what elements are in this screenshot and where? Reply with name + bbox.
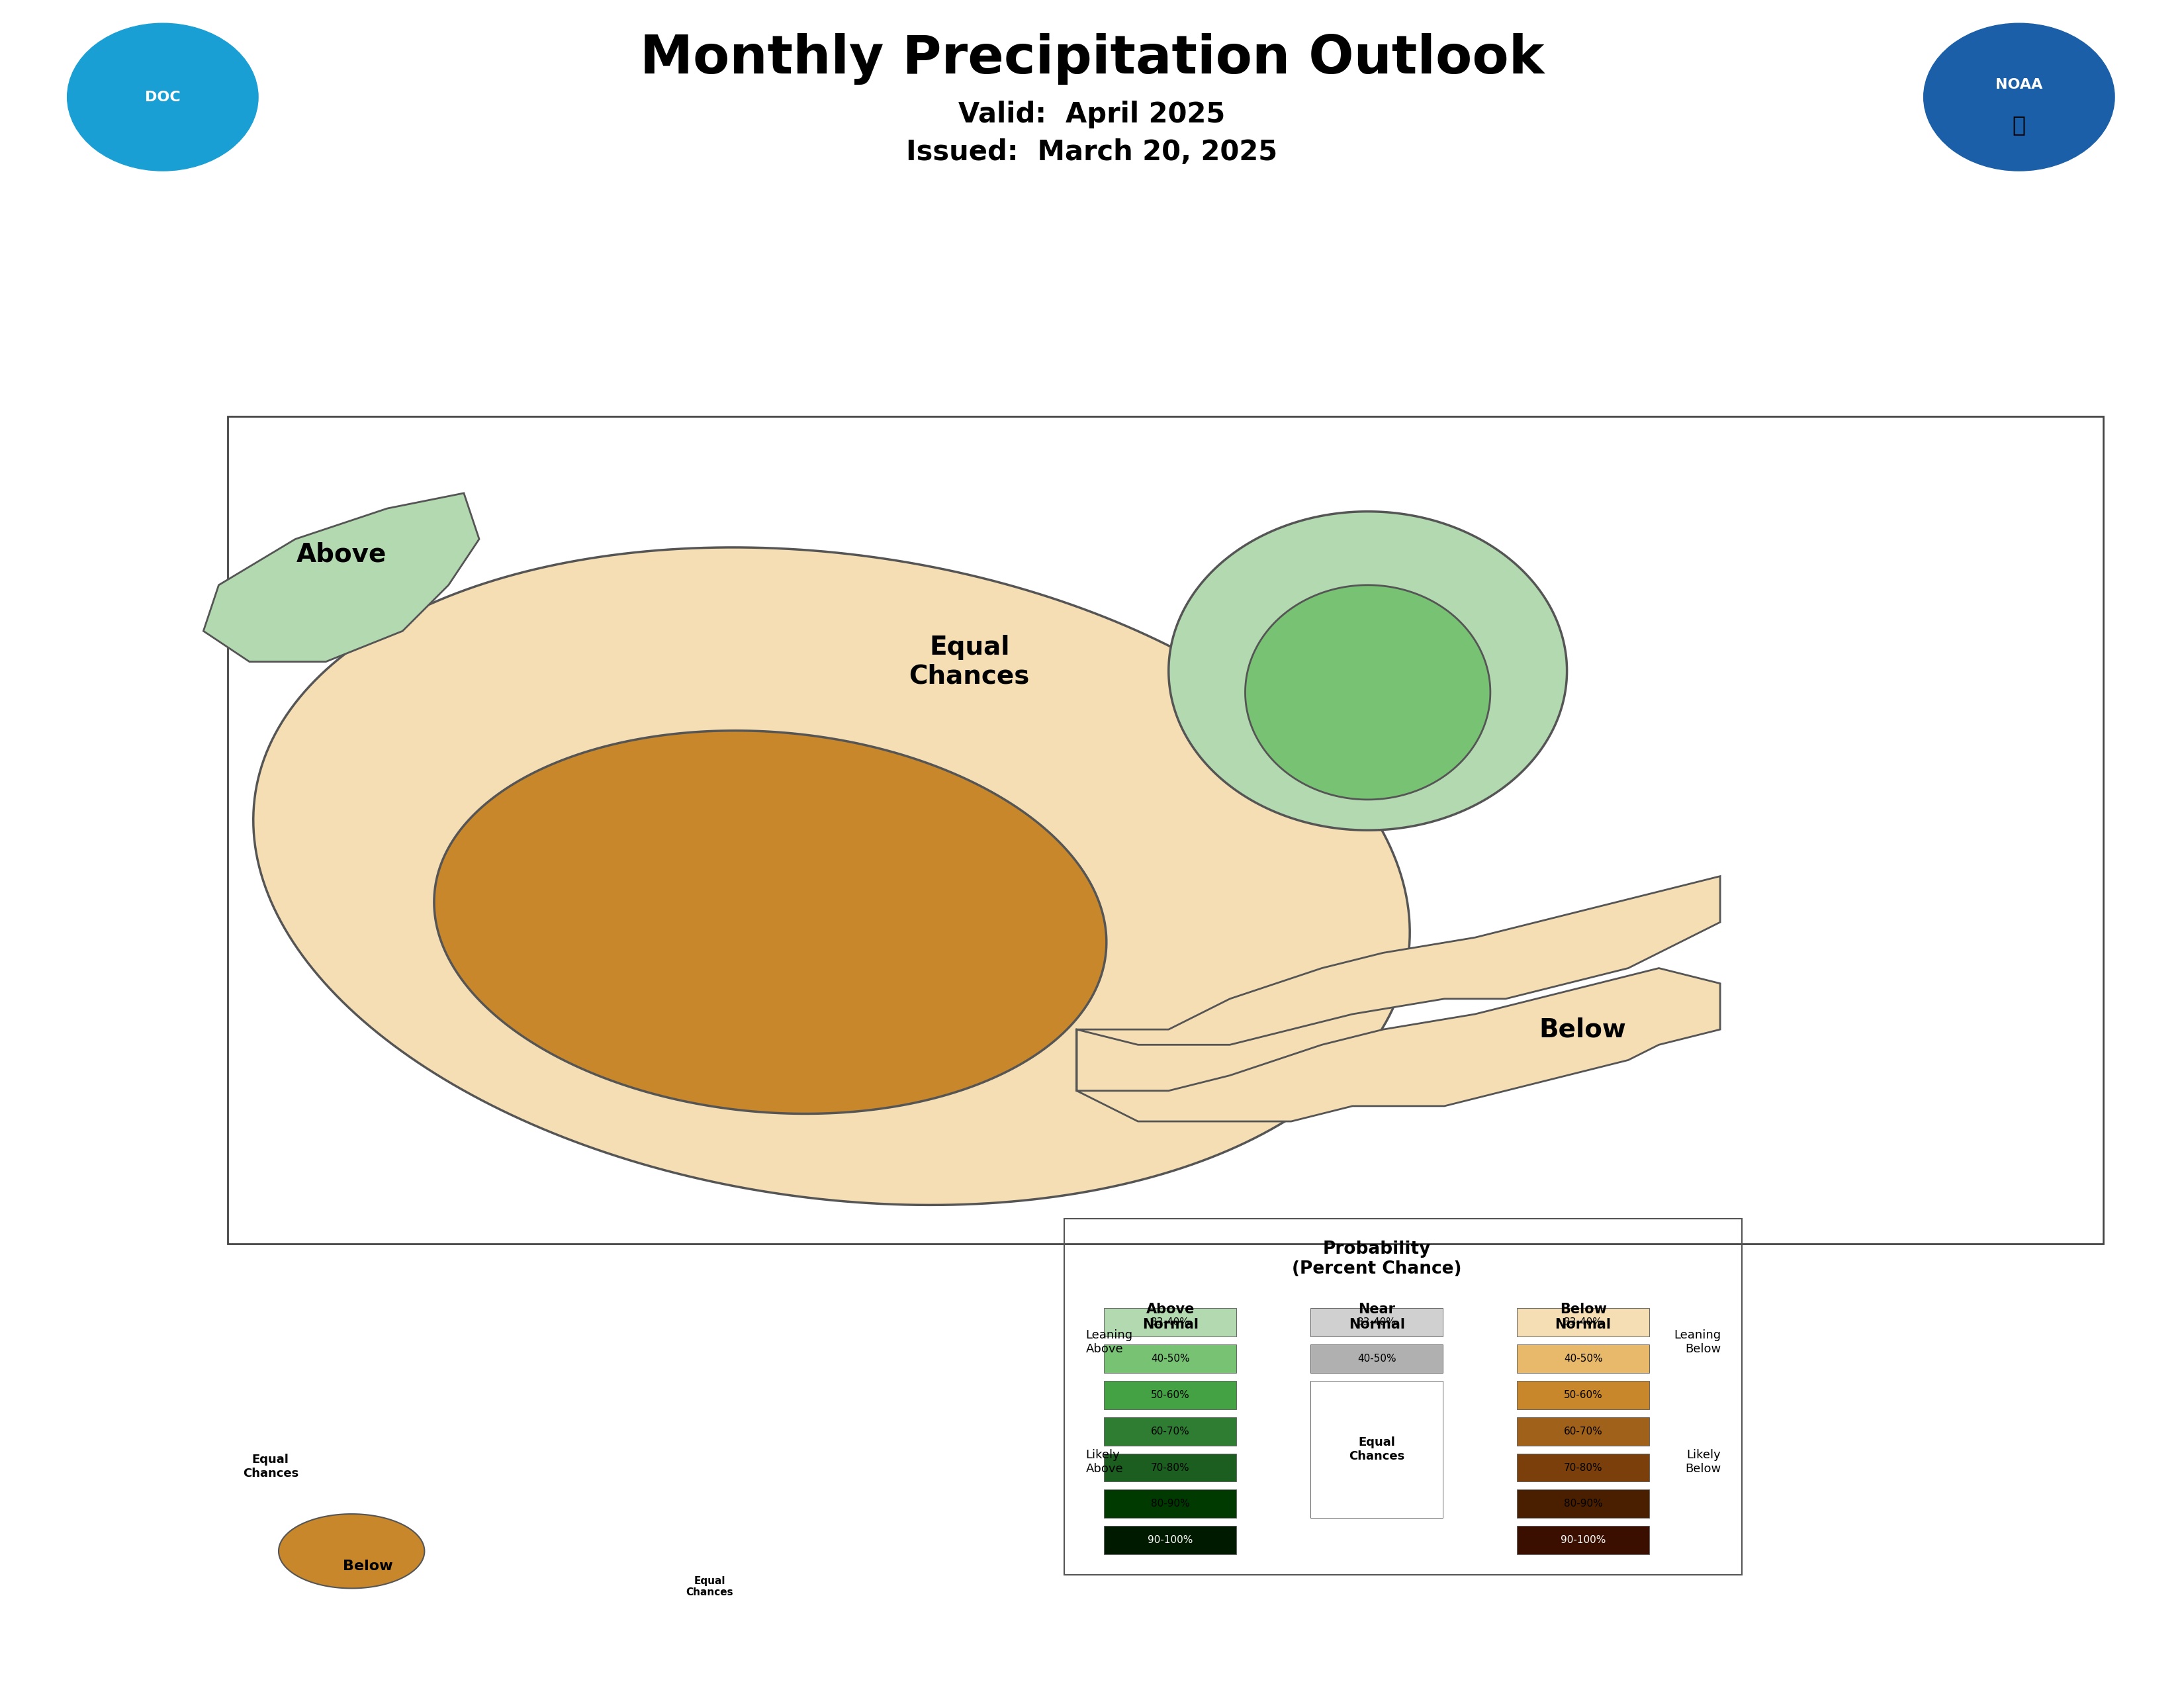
FancyBboxPatch shape: [1310, 1308, 1444, 1337]
FancyBboxPatch shape: [1310, 1381, 1444, 1518]
Text: 80-90%: 80-90%: [1151, 1499, 1190, 1509]
FancyBboxPatch shape: [1105, 1418, 1236, 1445]
Text: Monthly Precipitation Outlook: Monthly Precipitation Outlook: [640, 34, 1544, 84]
Text: Probability
(Percent Chance): Probability (Percent Chance): [1293, 1241, 1461, 1278]
Text: 70-80%: 70-80%: [1151, 1462, 1190, 1472]
Text: 50-60%: 50-60%: [1564, 1389, 1603, 1399]
Text: 40-50%: 40-50%: [1564, 1354, 1603, 1364]
Text: Below: Below: [1540, 1016, 1625, 1041]
Text: Issued:  March 20, 2025: Issued: March 20, 2025: [906, 138, 1278, 165]
FancyBboxPatch shape: [1105, 1491, 1236, 1518]
FancyBboxPatch shape: [1105, 1345, 1236, 1372]
FancyBboxPatch shape: [1105, 1453, 1236, 1482]
Text: 🌊: 🌊: [2011, 115, 2027, 137]
Text: Below
Normal: Below Normal: [1555, 1303, 1612, 1332]
Circle shape: [1924, 24, 2114, 170]
FancyBboxPatch shape: [1105, 1308, 1236, 1337]
Text: Leaning
Below: Leaning Below: [1673, 1330, 1721, 1355]
Text: 90-100%: 90-100%: [1149, 1534, 1192, 1545]
FancyBboxPatch shape: [1518, 1418, 1649, 1445]
Text: Likely
Below: Likely Below: [1684, 1450, 1721, 1475]
Polygon shape: [1077, 876, 1721, 1121]
Polygon shape: [1168, 511, 1566, 830]
Text: 80-90%: 80-90%: [1564, 1499, 1603, 1509]
Polygon shape: [280, 1514, 424, 1588]
Circle shape: [68, 24, 258, 170]
FancyBboxPatch shape: [1105, 1526, 1236, 1555]
Polygon shape: [253, 547, 1411, 1205]
FancyBboxPatch shape: [1518, 1308, 1649, 1337]
Text: 60-70%: 60-70%: [1564, 1426, 1603, 1436]
FancyBboxPatch shape: [1105, 1381, 1236, 1409]
Text: Near
Normal: Near Normal: [1350, 1303, 1404, 1332]
Text: NOAA: NOAA: [1996, 78, 2042, 91]
FancyBboxPatch shape: [1518, 1491, 1649, 1518]
Polygon shape: [203, 493, 478, 662]
Text: Equal
Chances: Equal Chances: [1350, 1436, 1404, 1462]
Text: Equal
Chances: Equal Chances: [242, 1453, 299, 1479]
Text: Below: Below: [343, 1560, 393, 1573]
Text: 33-40%: 33-40%: [1356, 1317, 1396, 1327]
Text: 60-70%: 60-70%: [1151, 1426, 1190, 1436]
Text: 40-50%: 40-50%: [1151, 1354, 1190, 1364]
Text: 90-100%: 90-100%: [1562, 1534, 1605, 1545]
Text: 50-60%: 50-60%: [1151, 1389, 1190, 1399]
Text: Equal
Chances: Equal Chances: [909, 635, 1031, 689]
Text: 70-80%: 70-80%: [1564, 1462, 1603, 1472]
Text: Likely
Above: Likely Above: [1085, 1450, 1123, 1475]
Text: Above: Above: [1324, 711, 1413, 736]
Text: Leaning
Above: Leaning Above: [1085, 1330, 1133, 1355]
Polygon shape: [435, 731, 1107, 1114]
FancyBboxPatch shape: [1310, 1345, 1444, 1372]
FancyBboxPatch shape: [1518, 1345, 1649, 1372]
FancyBboxPatch shape: [1518, 1381, 1649, 1409]
FancyBboxPatch shape: [1518, 1526, 1649, 1555]
Polygon shape: [1245, 586, 1489, 800]
Text: Valid:  April 2025: Valid: April 2025: [959, 101, 1225, 128]
Text: DOC: DOC: [144, 91, 181, 103]
FancyBboxPatch shape: [1518, 1453, 1649, 1482]
Text: 33-40%: 33-40%: [1564, 1317, 1603, 1327]
Text: Equal
Chances: Equal Chances: [686, 1577, 734, 1597]
Text: 33-40%: 33-40%: [1151, 1317, 1190, 1327]
Text: Above: Above: [297, 542, 387, 567]
Text: Above
Normal: Above Normal: [1142, 1303, 1199, 1332]
Text: Below: Below: [721, 863, 821, 891]
Text: 40-50%: 40-50%: [1358, 1354, 1396, 1364]
